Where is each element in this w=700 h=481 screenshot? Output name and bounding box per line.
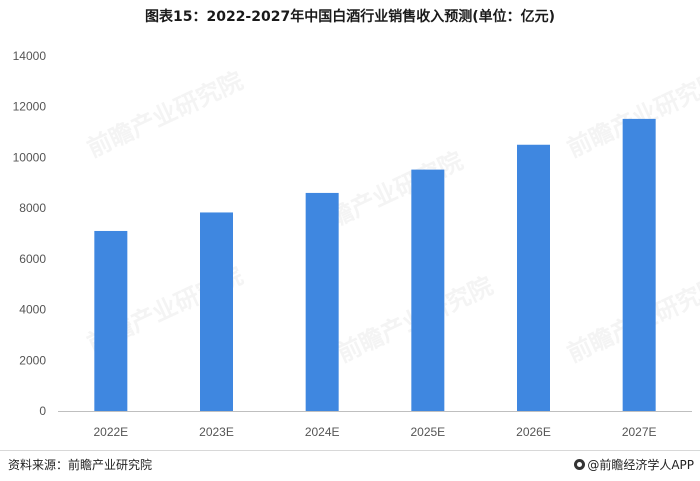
x-tick-label: 2027E [622,425,657,439]
y-tick-label: 8000 [19,201,46,215]
bar [94,230,128,411]
bar [200,212,233,411]
x-tick-label: 2025E [410,425,445,439]
bar-chart: 0 2000 4000 6000 8000 10000 12000 14000 2022E 202… [13,49,692,439]
y-tick-label: 0 [39,404,46,418]
credit-text: @前瞻经济学人APP [587,458,694,472]
bar [622,118,656,411]
y-tick-label: 4000 [19,303,46,317]
y-tick-label: 14000 [13,49,47,63]
source-note: 资料来源：前瞻产业研究院 [8,458,153,472]
y-tick-label: 6000 [19,252,46,266]
x-tick-label: 2026E [516,425,551,439]
bar [411,169,445,411]
x-tick-label: 2024E [305,425,340,439]
chart-title: 图表15：2022-2027年中国白酒行业销售收入预测(单位：亿元) [144,9,556,25]
bar [305,192,339,411]
y-tick-label: 2000 [19,353,46,367]
x-tick-label: 2022E [93,425,128,439]
y-tick-label: 12000 [13,100,47,114]
bar [517,144,550,411]
brand-logo-icon [574,459,586,470]
credit: @前瞻经济学人APP [574,456,694,473]
footer-divider [0,450,700,451]
x-tick-label: 2023E [199,425,234,439]
y-tick-label: 10000 [13,150,47,164]
